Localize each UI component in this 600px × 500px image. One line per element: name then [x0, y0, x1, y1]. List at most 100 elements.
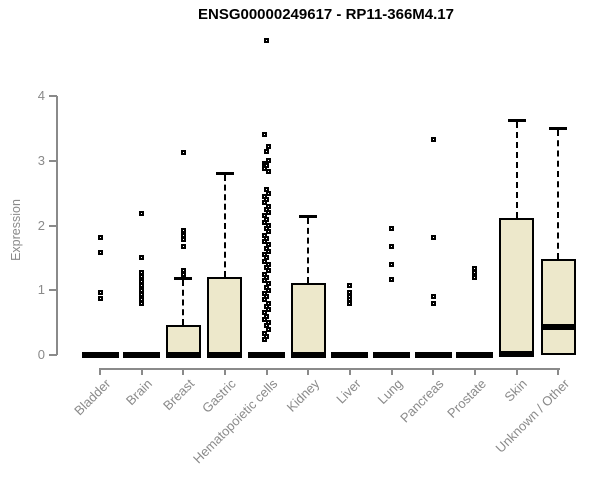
outlier-point	[139, 287, 145, 293]
x-tick	[99, 368, 101, 375]
outlier-point	[266, 307, 272, 313]
whisker-cap	[215, 171, 234, 175]
outlier-point	[347, 300, 353, 306]
box	[207, 276, 243, 355]
outlier-point	[139, 269, 145, 275]
x-axis-line	[99, 368, 561, 370]
x-category-label-text: Breast	[159, 376, 197, 414]
median-line	[207, 352, 243, 358]
x-tick	[432, 368, 435, 375]
outlier-point	[139, 283, 145, 289]
y-tick	[49, 159, 57, 162]
outlier-point	[139, 211, 145, 217]
collapsed-box-bar	[373, 352, 411, 358]
y-tick-label: 4	[37, 88, 45, 103]
x-category-label-text: Gastric	[198, 376, 239, 416]
x-category-label-text: Lung	[374, 376, 406, 408]
x-tick	[265, 368, 268, 375]
outlier-point	[389, 276, 395, 282]
x-category-label-text: Prostate	[443, 376, 489, 421]
outlier-point	[139, 254, 145, 260]
x-category-label-text: Bladder	[71, 376, 114, 419]
collapsed-box-bar	[331, 352, 369, 358]
y-tick-label: 2	[37, 217, 45, 233]
outlier-point	[266, 248, 272, 254]
outlier-point	[180, 150, 186, 156]
outlier-point	[472, 265, 478, 271]
median-line	[165, 352, 201, 358]
x-tick	[223, 368, 226, 375]
median-line	[290, 352, 326, 358]
outlier-point	[430, 294, 436, 300]
outlier-point	[139, 274, 145, 280]
outlier-point	[180, 232, 186, 238]
outlier-point	[389, 262, 395, 268]
x-tick	[307, 368, 310, 375]
x-tick	[182, 368, 185, 375]
box	[290, 283, 326, 355]
outlier-point	[262, 278, 268, 284]
whisker-line	[223, 174, 226, 277]
whisker-line	[557, 130, 560, 260]
whisker-line	[182, 280, 185, 326]
outlier-point	[266, 326, 272, 332]
outlier-point	[97, 250, 103, 256]
collapsed-box-bar	[414, 352, 452, 358]
outlier-point	[97, 235, 103, 241]
whisker-cap	[549, 127, 568, 131]
chart-title: ENSG00000249617 - RP11-366M4.17	[197, 6, 454, 23]
collapsed-box-bar	[456, 352, 494, 358]
outlier-point	[264, 148, 270, 154]
x-category-label-text: Kidney	[283, 376, 322, 415]
outlier-point	[139, 278, 145, 284]
box	[540, 259, 576, 355]
y-tick-label: 3	[37, 152, 45, 168]
outlier-point	[266, 190, 272, 196]
outlier-point	[97, 295, 103, 301]
outlier-point	[262, 166, 268, 172]
outlier-point	[472, 274, 478, 280]
outlier-point	[266, 144, 272, 149]
outlier-point	[430, 136, 436, 142]
x-tick	[473, 368, 476, 375]
y-tick	[49, 354, 57, 356]
outlier-point	[180, 272, 186, 278]
x-category-label-text: Skin	[501, 376, 531, 405]
x-category-label-text: Liver	[333, 376, 364, 407]
collapsed-box-bar	[123, 352, 161, 358]
outlier-point	[180, 227, 186, 233]
x-tick	[140, 368, 143, 375]
whisker-line	[307, 218, 310, 284]
outlier-point	[430, 235, 436, 241]
whisker-line	[515, 121, 518, 218]
outlier-point	[266, 158, 272, 164]
median-line	[499, 350, 535, 357]
x-tick	[348, 368, 351, 375]
outlier-point	[389, 225, 395, 231]
y-tick	[49, 224, 57, 227]
collapsed-box-bar	[248, 352, 286, 358]
outlier-point	[262, 297, 268, 303]
y-axis-line	[56, 96, 58, 355]
whisker-cap	[507, 118, 526, 122]
outlier-point	[347, 283, 353, 289]
outlier-point	[266, 268, 272, 274]
y-tick	[49, 95, 57, 97]
outlier-point	[139, 292, 145, 298]
y-tick	[49, 289, 57, 292]
outlier-point	[389, 244, 395, 250]
outlier-point	[262, 219, 268, 225]
outlier-point	[180, 244, 186, 250]
outlier-point	[266, 168, 272, 174]
outlier-point	[262, 336, 268, 342]
box	[499, 217, 535, 355]
whisker-cap	[174, 277, 193, 281]
median-line	[540, 324, 576, 331]
outlier-point	[472, 270, 478, 276]
outlier-point	[430, 300, 436, 306]
x-category-label-text: Brain	[123, 376, 156, 409]
outlier-point	[262, 239, 268, 245]
outlier-point	[180, 267, 186, 273]
x-category-label-text: Pancreas	[397, 376, 447, 426]
